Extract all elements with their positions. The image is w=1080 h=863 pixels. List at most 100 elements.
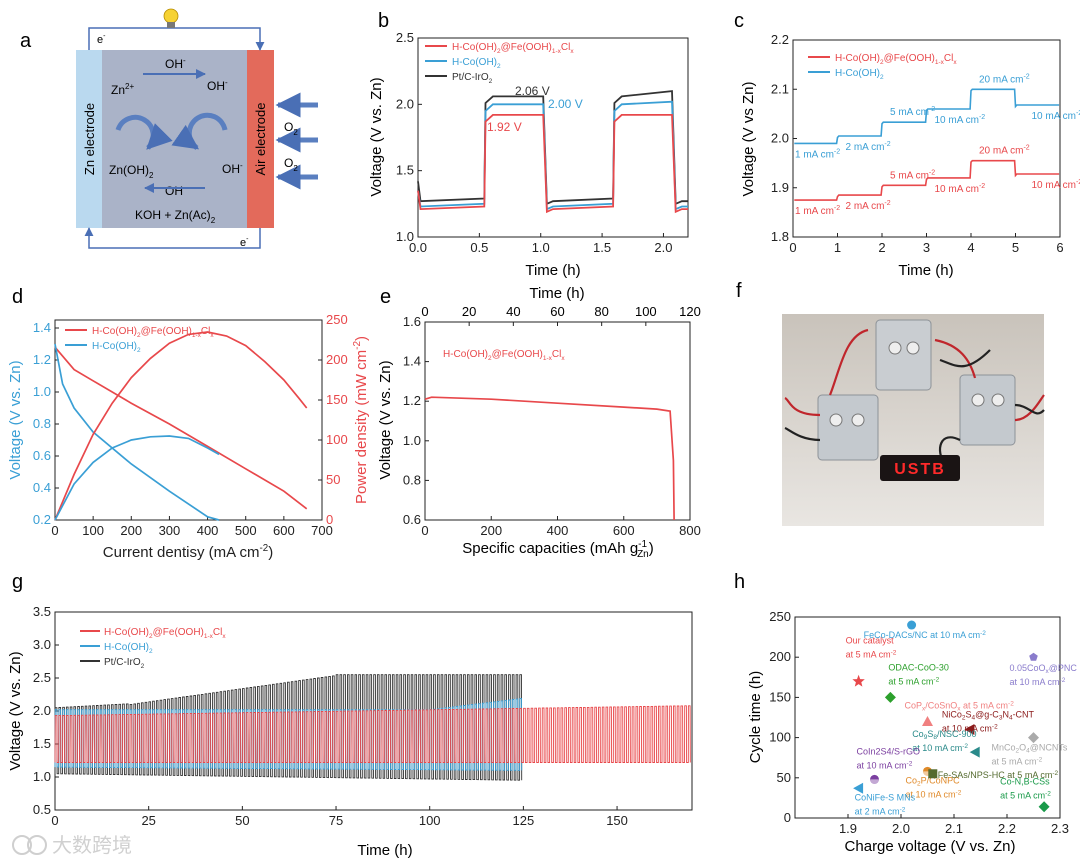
point-label-part: NiCo	[942, 710, 962, 720]
y-tick-label: 1.0	[33, 384, 51, 399]
x-tick-label: 50	[235, 813, 249, 828]
x-tick-label: 100	[419, 813, 441, 828]
point-label-part: -2	[980, 630, 986, 637]
y2-axis-title: Power density (mW cm-2)	[352, 336, 370, 504]
point-label: at 10 mA cm-2	[942, 724, 998, 734]
step-line-red	[794, 159, 1060, 201]
x-axis-title: Specific capacities (mAh g-1 Zn)	[462, 539, 653, 560]
plot-frame	[54, 319, 323, 521]
point-label-part: 2	[917, 780, 921, 787]
point-label-part: CoP	[905, 701, 923, 711]
point-label: at 5 mA cm-2	[1000, 791, 1051, 801]
x-tick-label: 600	[613, 523, 635, 538]
legend-label: H-Co(OH)2@Fe(OOH)1-xClx	[835, 53, 957, 66]
scatter-point	[964, 724, 975, 736]
point-label-part: /CoSnO	[925, 701, 957, 711]
o2-label-top: O2	[284, 120, 298, 137]
point-label-part: -2	[1052, 770, 1058, 777]
point-label-part: ODAC-CoO-30	[888, 662, 949, 672]
point-label-part: MnCo	[992, 743, 1016, 753]
panel-d-chart: d0 100 200 300 400 500 600 7000.20.40.60.81.01.…	[7, 286, 370, 561]
top-x-tick-label: 120	[679, 304, 701, 319]
legend-label-part: @Fe(OOH)	[141, 326, 192, 337]
step-label-sup: -2	[1076, 110, 1080, 117]
point-label-part: -2	[956, 789, 962, 796]
point-label-part: at 10 mA cm	[857, 760, 907, 770]
x-tick-label: 5	[1012, 240, 1019, 255]
point-label-part: 3	[999, 715, 1003, 722]
y-tick-label: 1.5	[396, 163, 414, 178]
point-label: at 2 mA cm-2	[855, 806, 906, 816]
x-tick-label: 2	[878, 240, 885, 255]
y-tick-label: 150	[769, 689, 791, 704]
y2-tick-label: 250	[326, 312, 348, 327]
y-tick-label: 2.1	[771, 81, 789, 96]
legend-label: Pt/C-IrO2	[452, 72, 493, 85]
legend-label-part: H-Co(OH)	[835, 68, 880, 79]
discharge-curve	[424, 396, 675, 521]
point-label-part: -2	[907, 760, 913, 767]
x-axis-title-part: Current dentisy (mA cm	[103, 544, 260, 561]
o2-arrows	[275, 92, 318, 190]
point-label: MnCo2O4@NCNTs	[992, 743, 1068, 755]
point-label-part: at 5 mA cm	[846, 649, 891, 659]
step-label-text: 20 mA cm	[979, 74, 1023, 85]
legend-label-part: @Fe(OOH)	[153, 627, 204, 638]
electrolyte-region	[76, 50, 272, 228]
y-tick-label: 2.2	[771, 32, 789, 47]
legend-label-part: 1-x	[192, 332, 202, 339]
scatter-point	[884, 691, 896, 703]
oh-bottom: OH-	[165, 183, 186, 198]
y-tick-label: 1.9	[771, 180, 789, 195]
x-axis-title: Charge voltage (V vs. Zn)	[845, 838, 1016, 855]
x-axis-title-part: -2	[260, 543, 269, 554]
step-label-text: 10 mA cm	[1032, 180, 1076, 191]
top-x-tick-label: 0	[421, 304, 428, 319]
point-label: Fe-SAs/NPS-HC at 5 mA cm-2	[938, 770, 1059, 780]
zn2-ion: Zn2+	[111, 82, 134, 97]
step-label-sup: -2	[1076, 179, 1080, 186]
legend-label: H-Co(OH)2	[92, 341, 141, 354]
point-label-part: 9	[924, 734, 928, 741]
y-tick-label: 1.0	[403, 433, 421, 448]
y-tick-label: 1.4	[403, 354, 421, 369]
point-label-part: -2	[891, 649, 897, 656]
x-tick-label: 700	[311, 523, 333, 538]
x-axis-title-part: )	[649, 540, 654, 557]
step-label-red: 10 mA cm-2	[935, 183, 986, 195]
battery-device-1	[875, 319, 932, 391]
x-tick-label: 0	[51, 813, 58, 828]
led-text: USTB	[894, 461, 946, 478]
x-tick-label: 0.5	[470, 240, 488, 255]
cycle-arrow-left	[115, 114, 173, 150]
x-tick-label: 4	[967, 240, 974, 255]
point-label-part: -2	[1045, 791, 1051, 798]
series-label-part: 2	[488, 355, 492, 362]
x-tick-label: 0.0	[409, 240, 427, 255]
x-tick-label: 6	[1056, 240, 1063, 255]
legend-label-part: H-Co(OH)	[452, 57, 497, 68]
y2-tick-label: 100	[326, 432, 348, 447]
x-tick-label: 200	[120, 523, 142, 538]
x-tick-label: 2.1	[945, 821, 963, 836]
point-label: at 5 mA cm-2	[846, 649, 897, 659]
x-axis-title: Time (h)	[357, 842, 412, 859]
x-tick-label: 2.0	[892, 821, 910, 836]
y-tick-label: 200	[769, 649, 791, 664]
point-label-part: Co-N,B-CSs	[1000, 777, 1050, 787]
scatter-point	[1028, 732, 1039, 744]
point-label-part: 4	[972, 715, 976, 722]
panel-c-chart: c 0 1 2 3 4 5 6 1.8 1.9 2.0 2.1 2.2 Time (h) Voltage (…	[734, 10, 1080, 279]
point-label-part: 8	[933, 734, 937, 741]
y2-axis-title-part: )	[353, 336, 370, 341]
air-electrode-label: Air electrode	[253, 103, 268, 176]
point-label-part: x	[1046, 668, 1050, 675]
step-label-text: 1 mA cm	[795, 149, 834, 160]
point-label-part: at 10 mA cm	[1010, 677, 1060, 687]
point-label-part: at 10 mA cm	[942, 724, 992, 734]
x-tick-label: 600	[273, 523, 295, 538]
electron-bottom: e-	[240, 236, 249, 249]
point-label-part: x	[957, 706, 961, 713]
oh-right-1: OH-	[207, 78, 228, 93]
y-tick-label: 1.8	[771, 229, 789, 244]
